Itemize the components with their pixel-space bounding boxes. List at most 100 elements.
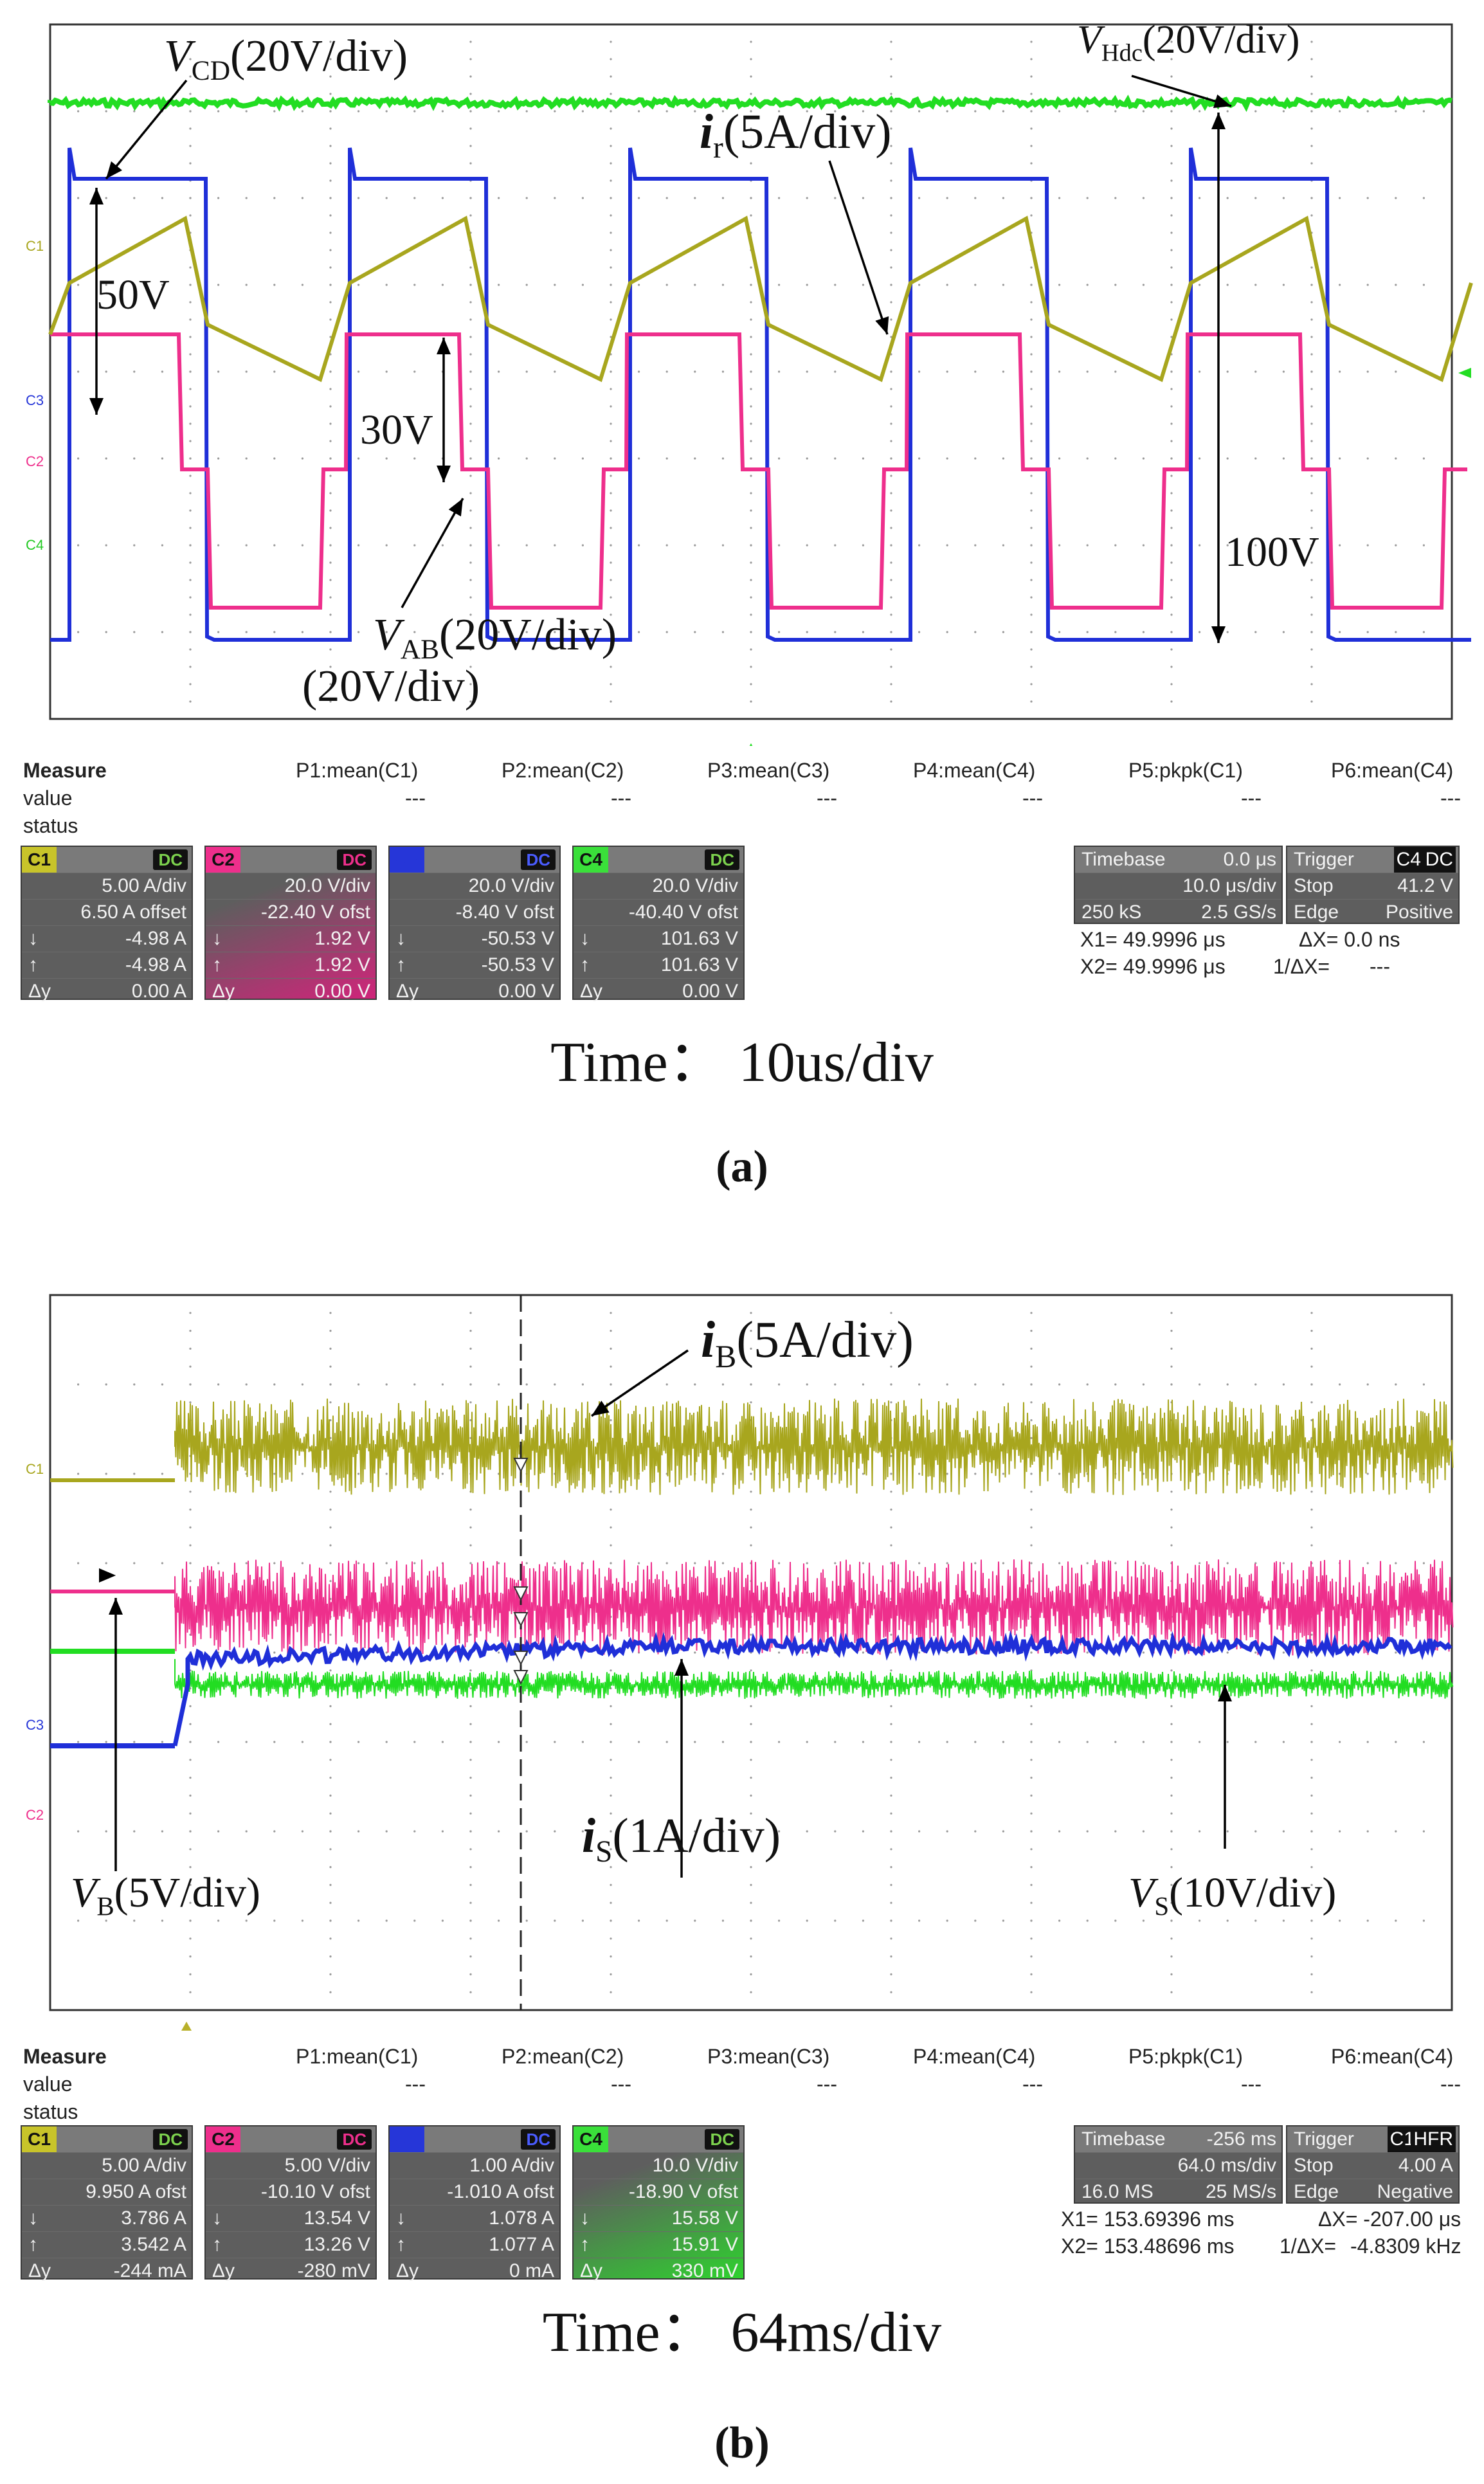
grid-dot	[890, 1473, 892, 1475]
grid-dot	[273, 544, 276, 547]
grid-dot	[1254, 284, 1257, 286]
coupling-badge: DC	[153, 2129, 188, 2150]
grid-dot	[189, 405, 192, 408]
grid-dot	[1170, 457, 1173, 460]
grid-dot	[1142, 457, 1145, 460]
grid-dot	[1310, 1973, 1313, 1975]
coupling-badge: DC	[705, 849, 739, 870]
grid-dot	[1030, 544, 1033, 547]
channel-box-c3[interactable]: C3 DC 20.0 V/div -8.40 V ofst ↓ -50.53 V ↑…	[388, 846, 561, 1002]
grid-dot	[469, 1955, 472, 1958]
channel-box-c4[interactable]: C4 DC 20.0 V/div -40.40 V ofst ↓ 101.63 V …	[572, 846, 745, 1002]
trigger-label: Trigger	[1294, 849, 1354, 870]
grid-dot	[1310, 58, 1313, 60]
channel-box-c1[interactable]: C1 DC 5.00 A/div 6.50 A offset ↓ -4.98 A ↑…	[21, 846, 193, 1002]
channel-box-c2[interactable]: C2 DC 5.00 V/div -10.10 V ofst ↓ 13.54 V ↑…	[204, 2125, 377, 2281]
grid-dot	[1199, 544, 1201, 547]
noop-down-head	[99, 1568, 116, 1582]
grid-dot	[1366, 284, 1369, 286]
grid-dot	[329, 1544, 332, 1546]
grid-dot	[357, 370, 360, 373]
grid-dot	[610, 93, 612, 95]
grid-dot	[1366, 1830, 1369, 1833]
grid-dot	[441, 544, 444, 547]
grid-dot	[133, 284, 136, 286]
grid-dot	[834, 1830, 837, 1833]
grid-dot	[105, 1919, 107, 1922]
grid-dot	[469, 75, 472, 78]
grid-dot	[469, 422, 472, 425]
grid-dot	[610, 1330, 612, 1332]
trigger-position-marker	[749, 743, 753, 746]
grid-dot	[974, 1473, 977, 1475]
timebase-box-a[interactable]: Timebase 0.0 μs 10.0 μs/div 250 kS 2.5 GS/…	[1074, 846, 1283, 924]
trigger-box-b[interactable]: Trigger C1 HFR Stop 4.00 A Edge Negative	[1286, 2125, 1460, 2204]
grid-dot	[1170, 544, 1173, 547]
channel-box-c2[interactable]: C2 DC 20.0 V/div -22.40 V ofst ↓ 1.92 V ↑ 1…	[204, 846, 377, 1002]
grid-dot	[273, 1830, 276, 1833]
grid-dot	[778, 1830, 781, 1833]
channel-box-c4[interactable]: C4 DC 10.0 V/div -18.90 V ofst ↓ 15.58 V ↑…	[572, 2125, 745, 2281]
grid-dot	[469, 509, 472, 512]
cursor-marker	[513, 1651, 529, 1666]
grid-dot	[1030, 1419, 1033, 1422]
grid-dot	[1254, 1741, 1257, 1743]
grid-dot	[974, 1741, 977, 1743]
volts-per-div: 5.00 V/div	[284, 2155, 370, 2176]
channel-marker: C2	[26, 1807, 44, 1823]
grid-dot	[554, 1562, 556, 1564]
grid-dot	[329, 613, 332, 616]
grid-dot	[1310, 1723, 1313, 1725]
grid-dot	[750, 544, 752, 547]
grid-dot	[1170, 631, 1173, 633]
trigger-box-a[interactable]: Trigger C4 DC Stop 41.2 V Edge Positive	[1286, 846, 1460, 924]
arrow-vhdc-head	[1213, 94, 1231, 108]
grid-dot	[441, 1383, 444, 1386]
channel-box-c1[interactable]: C1 DC 5.00 A/div 9.950 A ofst ↓ 3.786 A ↑ 3…	[21, 2125, 193, 2281]
grid-dot	[189, 1812, 192, 1815]
label-scale: (20V/div)	[439, 610, 617, 660]
grid-dot	[189, 127, 192, 130]
timebase-samples: 250 kS	[1081, 902, 1142, 923]
grid-dot	[750, 1937, 752, 1940]
grid-dot	[750, 1830, 752, 1833]
grid-dot	[329, 492, 332, 494]
grid-dot	[1254, 197, 1257, 199]
grid-dot	[189, 197, 192, 199]
cursor-marker	[513, 1670, 529, 1685]
grid-dot	[329, 318, 332, 321]
grid-dot	[329, 527, 332, 529]
trigger-position-marker	[181, 2022, 192, 2031]
grid-dot	[189, 1759, 192, 1761]
grid-dot	[778, 1651, 781, 1654]
trigger-label: Trigger	[1294, 2128, 1354, 2150]
series-vab	[50, 332, 1467, 610]
grid-dot	[469, 145, 472, 147]
grid-dot	[1170, 127, 1173, 130]
grid-dot	[273, 1919, 276, 1922]
grid-dot	[1002, 631, 1004, 633]
grid-dot	[105, 1741, 107, 1743]
grid-dot	[1254, 544, 1257, 547]
grid-dot	[469, 1509, 472, 1511]
label-scale: (20V/div)	[230, 32, 408, 81]
grid-dot	[806, 1741, 808, 1743]
grid-dot	[1226, 1741, 1229, 1743]
grid-dot	[413, 370, 416, 373]
grid-dot	[469, 353, 472, 356]
grid-dot	[1086, 370, 1089, 373]
grid-dot	[946, 284, 948, 286]
grid-dot	[469, 1365, 472, 1368]
grid-dot	[1058, 284, 1061, 286]
channel-box-c3[interactable]: C3 DC 1.00 A/div -1.010 A ofst ↓ 1.078 A ↑…	[388, 2125, 561, 2281]
grid-dot	[1114, 631, 1117, 633]
grid-dot	[918, 1919, 921, 1922]
grid-dot	[890, 284, 892, 286]
grid-dot	[357, 1830, 360, 1833]
grid-dot	[189, 1365, 192, 1368]
timebase-box-b[interactable]: Timebase -256 ms 64.0 ms/div 16.0 MS 25 MS…	[1074, 2125, 1283, 2204]
grid-dot	[890, 336, 892, 338]
label-scale: (5A/div)	[736, 1312, 914, 1368]
grid-dot	[750, 648, 752, 651]
grid-dot	[750, 93, 752, 95]
